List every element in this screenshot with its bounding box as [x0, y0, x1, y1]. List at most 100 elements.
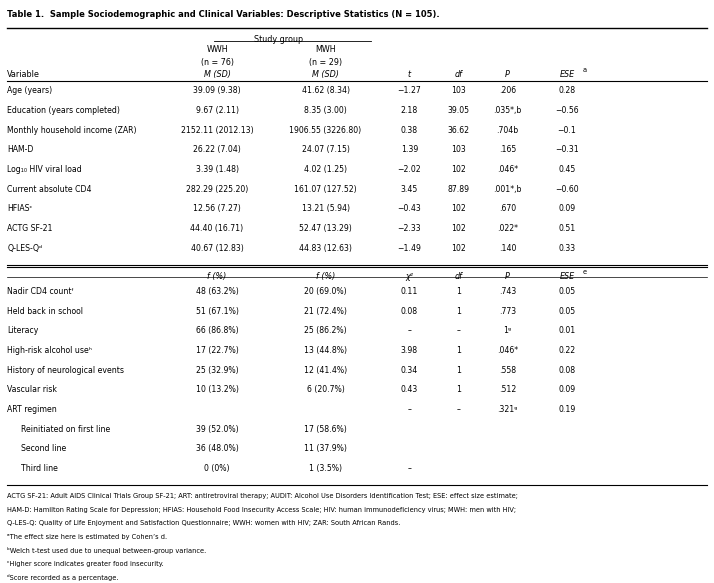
Text: −0.43: −0.43: [398, 204, 421, 213]
Text: f (%): f (%): [316, 272, 335, 281]
Text: P: P: [505, 272, 510, 281]
Text: .743: .743: [499, 287, 516, 296]
Text: (n = 29): (n = 29): [309, 58, 342, 66]
Text: High-risk alcohol useʰ: High-risk alcohol useʰ: [7, 346, 92, 355]
Text: ACTG SF-21: Adult AIDS Clinical Trials Group SF-21; ART: antiretroviral therapy;: ACTG SF-21: Adult AIDS Clinical Trials G…: [7, 493, 518, 499]
Text: 52.47 (13.29): 52.47 (13.29): [299, 224, 352, 233]
Text: 0.19: 0.19: [558, 405, 575, 414]
Text: 1ᵍ: 1ᵍ: [503, 326, 511, 335]
Text: .140: .140: [499, 244, 516, 252]
Text: ᵈScore recorded as a percentage.: ᵈScore recorded as a percentage.: [7, 574, 119, 581]
Text: Second line: Second line: [21, 444, 66, 454]
Text: 0.05: 0.05: [558, 307, 575, 315]
Text: e: e: [583, 269, 586, 275]
Text: Age (years): Age (years): [7, 86, 52, 95]
Text: 282.29 (225.20): 282.29 (225.20): [186, 185, 248, 194]
Text: Held back in school: Held back in school: [7, 307, 83, 315]
Text: .558: .558: [499, 366, 516, 375]
Text: M (SD): M (SD): [203, 70, 231, 79]
Text: 66 (86.8%): 66 (86.8%): [196, 326, 238, 335]
Text: MWH: MWH: [315, 45, 336, 54]
Text: –: –: [456, 326, 461, 335]
Text: −0.56: −0.56: [555, 106, 579, 115]
Text: .773: .773: [499, 307, 516, 315]
Text: 51 (67.1%): 51 (67.1%): [196, 307, 238, 315]
Text: Reinitiated on first line: Reinitiated on first line: [21, 424, 111, 434]
Text: 0.45: 0.45: [558, 165, 575, 174]
Text: 102: 102: [451, 244, 466, 252]
Text: 24.07 (7.15): 24.07 (7.15): [301, 145, 349, 154]
Text: 102: 102: [451, 224, 466, 233]
Text: 48 (63.2%): 48 (63.2%): [196, 287, 238, 296]
Text: 103: 103: [451, 86, 466, 95]
Text: Current absolute CD4: Current absolute CD4: [7, 185, 91, 194]
Text: HFIASᶜ: HFIASᶜ: [7, 204, 33, 213]
Text: 0.22: 0.22: [558, 346, 575, 355]
Text: Literacy: Literacy: [7, 326, 39, 335]
Text: −0.60: −0.60: [555, 185, 579, 194]
Text: 0.11: 0.11: [401, 287, 418, 296]
Text: −1.49: −1.49: [398, 244, 421, 252]
Text: 2152.11 (2012.13): 2152.11 (2012.13): [181, 125, 253, 135]
Text: .206: .206: [499, 86, 516, 95]
Text: 1: 1: [456, 366, 461, 375]
Text: Education (years completed): Education (years completed): [7, 106, 120, 115]
Text: 0.05: 0.05: [558, 287, 575, 296]
Text: 39 (52.0%): 39 (52.0%): [196, 424, 238, 434]
Text: 0.08: 0.08: [401, 307, 418, 315]
Text: ESE: ESE: [559, 70, 575, 79]
Text: 41.62 (8.34): 41.62 (8.34): [301, 86, 350, 95]
Text: 36 (48.0%): 36 (48.0%): [196, 444, 238, 454]
Text: 3.98: 3.98: [401, 346, 418, 355]
Text: −0.31: −0.31: [555, 145, 579, 154]
Text: 0.08: 0.08: [558, 366, 575, 375]
Text: 1: 1: [456, 287, 461, 296]
Text: 12.56 (7.27): 12.56 (7.27): [193, 204, 241, 213]
Text: Q-LES-Qᵈ: Q-LES-Qᵈ: [7, 244, 42, 252]
Text: 0.01: 0.01: [558, 326, 575, 335]
Text: df: df: [454, 272, 463, 281]
Text: 39.05: 39.05: [448, 106, 470, 115]
Text: 6 (20.7%): 6 (20.7%): [306, 385, 344, 394]
Text: 1 (3.5%): 1 (3.5%): [309, 464, 342, 473]
Text: 1: 1: [456, 307, 461, 315]
Text: –: –: [408, 326, 411, 335]
Text: 0 (0%): 0 (0%): [204, 464, 230, 473]
Text: 11 (37.9%): 11 (37.9%): [304, 444, 347, 454]
Text: .512: .512: [499, 385, 516, 394]
Text: (n = 76): (n = 76): [201, 58, 233, 66]
Text: 0.38: 0.38: [401, 125, 418, 135]
Text: 161.07 (127.52): 161.07 (127.52): [294, 185, 357, 194]
Text: Study group: Study group: [253, 35, 303, 44]
Text: 13.21 (5.94): 13.21 (5.94): [301, 204, 350, 213]
Text: 102: 102: [451, 165, 466, 174]
Text: 1: 1: [456, 346, 461, 355]
Text: 0.33: 0.33: [558, 244, 575, 252]
Text: 39.09 (9.38): 39.09 (9.38): [193, 86, 241, 95]
Text: 9.67 (2.11): 9.67 (2.11): [196, 106, 238, 115]
Text: –: –: [408, 464, 411, 473]
Text: Third line: Third line: [21, 464, 58, 473]
Text: M (SD): M (SD): [312, 70, 339, 79]
Text: 3.39 (1.48): 3.39 (1.48): [196, 165, 238, 174]
Text: Vascular risk: Vascular risk: [7, 385, 57, 394]
Text: −1.27: −1.27: [398, 86, 421, 95]
Text: −2.33: −2.33: [398, 224, 421, 233]
Text: 13 (44.8%): 13 (44.8%): [304, 346, 347, 355]
Text: 17 (22.7%): 17 (22.7%): [196, 346, 238, 355]
Text: 4.02 (1.25): 4.02 (1.25): [304, 165, 347, 174]
Text: 2.18: 2.18: [401, 106, 418, 115]
Text: 102: 102: [451, 204, 466, 213]
Text: .704b: .704b: [496, 125, 518, 135]
Text: 0.51: 0.51: [558, 224, 575, 233]
Text: Nadir CD4 countᶠ: Nadir CD4 countᶠ: [7, 287, 74, 296]
Text: .046*: .046*: [497, 165, 518, 174]
Text: .046*: .046*: [497, 346, 518, 355]
Text: Q-LES-Q: Quality of Life Enjoyment and Satisfaction Questionnaire; WWH: women wi: Q-LES-Q: Quality of Life Enjoyment and S…: [7, 520, 401, 526]
Text: 40.67 (12.83): 40.67 (12.83): [191, 244, 243, 252]
Text: ART regimen: ART regimen: [7, 405, 57, 414]
Text: 0.09: 0.09: [558, 385, 575, 394]
Text: –: –: [456, 405, 461, 414]
Text: ᵃThe effect size here is estimated by Cohen’s d.: ᵃThe effect size here is estimated by Co…: [7, 533, 167, 540]
Text: .165: .165: [499, 145, 516, 154]
